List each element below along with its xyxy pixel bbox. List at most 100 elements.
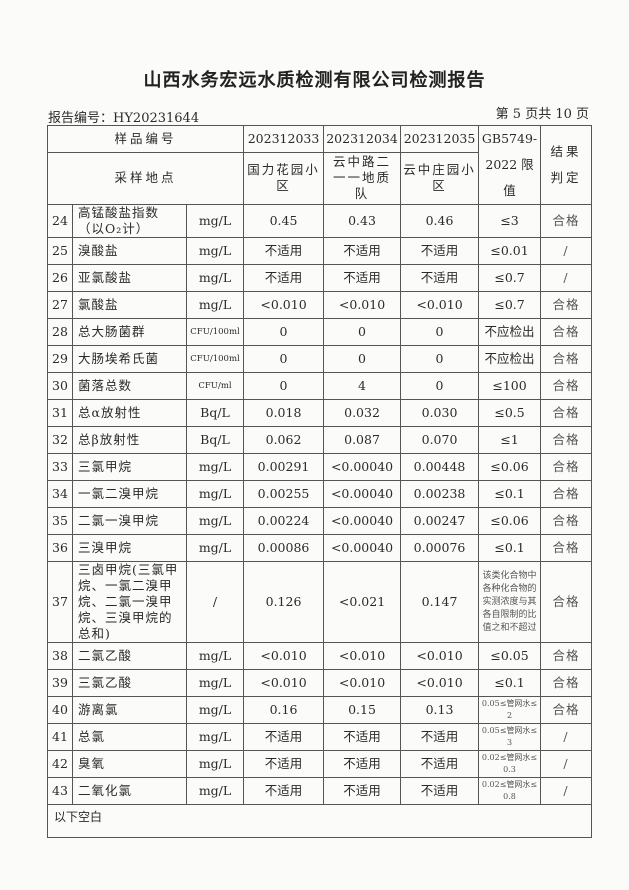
parameter-name: 总大肠菌群 [72,318,187,346]
sample-value: <0.00040 [323,534,402,562]
parameter-name: 溴酸盐 [72,237,187,265]
sample-value: 0.032 [323,399,402,427]
result-verdict: 合格 [540,204,593,238]
result-verdict: 合格 [540,534,593,562]
sample-value: <0.010 [400,669,480,697]
table-row: 28 总大肠菌群 CFU/100ml 0 0 0 不应检出 合格 [47,318,593,346]
sample-value: 0.062 [243,426,325,454]
result-verdict: 合格 [540,669,593,697]
unit: mg/L [185,204,245,238]
limit-value: 该类化合物中各种化合物的实测浓度与其各自限制的比值之和不超过 [478,561,542,643]
sample-value: 0.45 [243,204,325,238]
parameter-name: 亚氯酸盐 [72,264,187,292]
sample-value: <0.010 [400,642,480,670]
sample-value: <0.010 [323,669,402,697]
sample-value: <0.010 [243,291,325,319]
row-number: 33 [47,453,73,481]
parameter-name: 总α放射性 [72,399,187,427]
sample-value: 0 [323,345,402,373]
sample-no-label: 样品编号 [46,125,245,153]
row-number: 35 [47,507,73,535]
unit: mg/L [185,237,245,265]
parameter-name: 菌落总数 [72,372,187,400]
sample-value: 0.030 [400,399,480,427]
limit-value: ≤3 [478,204,542,238]
result-verdict: 合格 [540,561,593,643]
unit: mg/L [185,534,245,562]
sample-value: 0.00247 [400,507,480,535]
sample-value: 不适用 [400,777,480,805]
report-number: 报告编号：HY20231644 [48,111,200,126]
parameter-name: 游离氯 [72,696,187,724]
sample-value: 0.018 [243,399,325,427]
sample-value: 0 [400,345,480,373]
sample-value: 0.43 [323,204,402,238]
parameter-name: 一氯二溴甲烷 [72,480,187,508]
table-row: 33 三氯甲烷 mg/L 0.00291 <0.00040 0.00448 ≤0.06 合格 [47,453,593,481]
table-row: 30 菌落总数 CFU/ml 0 4 0 ≤100 合格 [47,372,593,400]
table-row: 42 臭氧 mg/L 不适用 不适用 不适用 0.02≤管网水≤0.3/ [47,750,593,778]
limit-value: 不应检出 [478,318,542,346]
sample-value: <0.010 [323,291,402,319]
sample-value: 0.00448 [400,453,480,481]
unit: Bq/L [185,399,245,427]
parameter-name: 三氯甲烷 [72,453,187,481]
sample-value: 0.070 [400,426,480,454]
unit: / [185,561,245,643]
unit: mg/L [185,777,245,805]
parameter-name: 高锰酸盐指数（以O₂计） [72,204,187,238]
row-number: 42 [47,750,73,778]
unit: mg/L [185,453,245,481]
row-number: 43 [47,777,73,805]
sample-value: <0.010 [323,642,402,670]
row-number: 25 [47,237,73,265]
parameter-name: 二氯乙酸 [72,642,187,670]
table-row: 39 三氯乙酸 mg/L <0.010 <0.010 <0.010 ≤0.1 合格 [47,669,593,697]
result-verdict: 合格 [540,696,593,724]
sample-id: 202312034 [323,125,402,153]
row-number: 28 [47,318,73,346]
table-row: 40 游离氯 mg/L 0.16 0.15 0.13 0.05≤管网水≤2 合格 [47,696,593,724]
limit-header: GB5749-2022 限值 [478,125,542,205]
parameter-name: 总氯 [72,723,187,751]
result-verdict: 合格 [540,399,593,427]
parameter-name: 臭氧 [72,750,187,778]
parameter-name: 氯酸盐 [72,291,187,319]
row-number: 24 [47,204,73,238]
result-verdict: 合格 [540,453,593,481]
sample-value: 0 [400,318,480,346]
row-number: 36 [47,534,73,562]
sample-value: 0 [400,372,480,400]
parameter-name: 三溴甲烷 [72,534,187,562]
row-number: 26 [47,264,73,292]
table-row: 29 大肠埃希氏菌 CFU/100ml 0 0 0 不应检出 合格 [47,345,593,373]
limit-value: ≤0.7 [478,264,542,292]
limit-value: ≤100 [478,372,542,400]
unit: mg/L [185,696,245,724]
sample-value: 不适用 [243,723,325,751]
sample-location: 国力花园小区 [243,151,325,206]
row-number: 38 [47,642,73,670]
unit: CFU/100ml [185,345,245,373]
unit: mg/L [185,642,245,670]
result-verdict: / [540,750,593,778]
result-verdict: 合格 [540,507,593,535]
result-verdict: 合格 [540,426,593,454]
sample-value: 不适用 [243,237,325,265]
sample-value: 0.00086 [243,534,325,562]
limit-value: ≤0.7 [478,291,542,319]
limit-value: ≤1 [478,426,542,454]
unit: mg/L [185,750,245,778]
limit-value: 0.02≤管网水≤0.8 [478,777,542,805]
sample-value: <0.010 [243,642,325,670]
row-number: 41 [47,723,73,751]
sample-value: 不适用 [323,777,402,805]
result-header: 结果判定 [540,125,593,205]
unit: CFU/ml [185,372,245,400]
unit: mg/L [185,507,245,535]
sample-value: 0 [243,372,325,400]
table-row: 34 一氯二溴甲烷 mg/L 0.00255 <0.00040 0.00238 ≤0.1 合格 [47,480,593,508]
parameter-name: 总β放射性 [72,426,187,454]
sample-value: 不适用 [400,723,480,751]
limit-value: ≤0.06 [478,507,542,535]
